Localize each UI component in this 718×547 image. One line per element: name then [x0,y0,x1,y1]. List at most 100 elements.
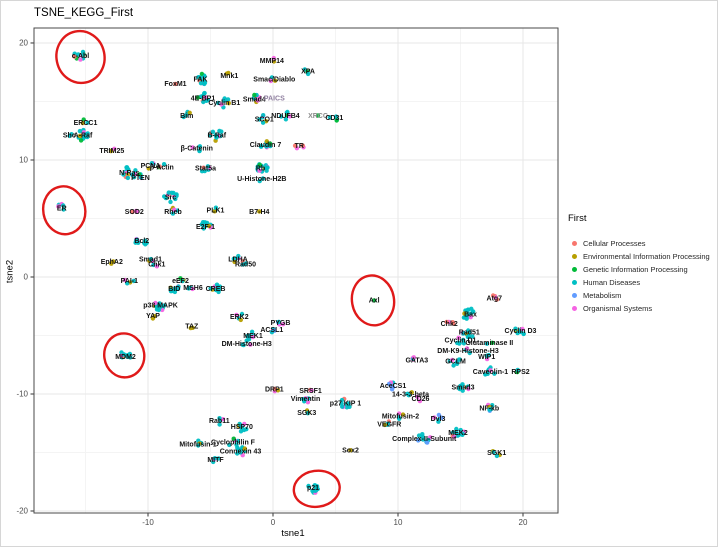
data-point [212,456,218,461]
data-point [257,168,262,173]
data-point [217,128,222,134]
point-label: LDHA [228,257,247,264]
data-point [306,484,311,489]
data-point [234,312,239,318]
point-label: Smad3 [452,384,475,391]
data-point [178,276,183,281]
data-point [56,204,61,209]
point-label: p21 [307,485,319,492]
legend-entry: Organismal Systems [568,302,717,315]
data-point [153,300,158,306]
data-point [390,384,396,390]
data-point [458,427,463,433]
point-label: U-Histone-H2B [237,176,286,183]
data-point [238,429,244,434]
data-point [225,97,231,102]
y-tick-label: -10 [16,390,28,399]
legend-title: First [568,213,587,224]
legend-color-dot [572,280,577,285]
data-point [222,96,227,101]
annotation-ellipse [103,332,146,379]
point-label: Shc [63,133,76,140]
data-point [461,341,467,346]
point-label: Cyclin D1 [445,338,477,345]
data-point [170,288,176,294]
data-point [77,133,83,139]
point-label: 14-3-3-beta [392,391,429,398]
data-point [339,401,344,406]
point-label: Cyclin B1 [208,100,240,107]
point-label: B-Raf [207,133,226,140]
data-point [121,352,127,357]
data-point [415,394,420,400]
point-label: BID [168,286,180,293]
data-point [130,172,135,177]
data-point [108,148,114,154]
point-label: YAP [146,313,160,320]
data-point [236,253,241,259]
legend-entry: Cellular Processes [568,237,717,250]
data-point [173,81,178,87]
point-label: ERK2 [230,314,249,321]
data-point [492,371,497,376]
data-point [460,382,465,387]
data-point [82,134,88,139]
data-point [72,54,77,59]
data-point [257,117,262,122]
data-point [214,135,219,140]
data-point [327,115,333,120]
data-point [240,259,245,264]
data-point [468,315,473,320]
data-point [347,404,352,409]
point-label: PCNA [141,163,161,170]
data-point [245,333,250,339]
y-axis-title: tsne2 [4,259,16,284]
point-label: E2F-1 [196,224,215,231]
data-point [305,411,310,416]
data-point [302,397,307,402]
data-point [176,284,181,289]
x-tick-label: 10 [394,518,403,527]
y-tick-label: 20 [19,38,28,47]
point-label: GATA3 [405,357,428,364]
data-point [131,278,136,284]
data-point [272,386,277,392]
data-point [406,393,411,398]
data-point [287,114,292,119]
point-label: ACSL1 [260,327,283,334]
data-point [334,118,339,123]
point-label: Mitofusin-1 [179,442,216,449]
data-point [372,298,377,303]
data-point [170,211,176,216]
point-label: FoxM1 [164,81,186,88]
point-label: MITF [207,457,224,464]
data-point [264,139,269,144]
point-label: Smad4 [243,96,266,103]
data-point [198,81,204,86]
data-point [260,176,266,181]
data-point [456,335,461,340]
point-label: DM-Histone-H3 [222,341,272,348]
point-label: TRIM25 [99,148,124,155]
data-point [250,334,256,340]
data-point [202,74,207,79]
data-point [257,178,262,184]
point-label: SCO1 [255,116,274,123]
data-point [454,426,459,432]
data-point [149,161,155,166]
point-label: Bim [180,113,193,120]
point-label: CREB [206,286,226,293]
data-point [515,330,520,336]
data-point [409,390,414,395]
data-point [260,120,266,125]
data-point [490,293,496,298]
x-tick-label: 20 [519,518,528,527]
legend-entry-label: Human Diseases [583,278,641,287]
data-point [515,367,520,373]
data-point [452,434,457,440]
data-point [187,110,192,116]
point-label: SGK3 [297,410,316,417]
point-label: β-Catenin [181,146,213,153]
data-point [214,282,220,287]
